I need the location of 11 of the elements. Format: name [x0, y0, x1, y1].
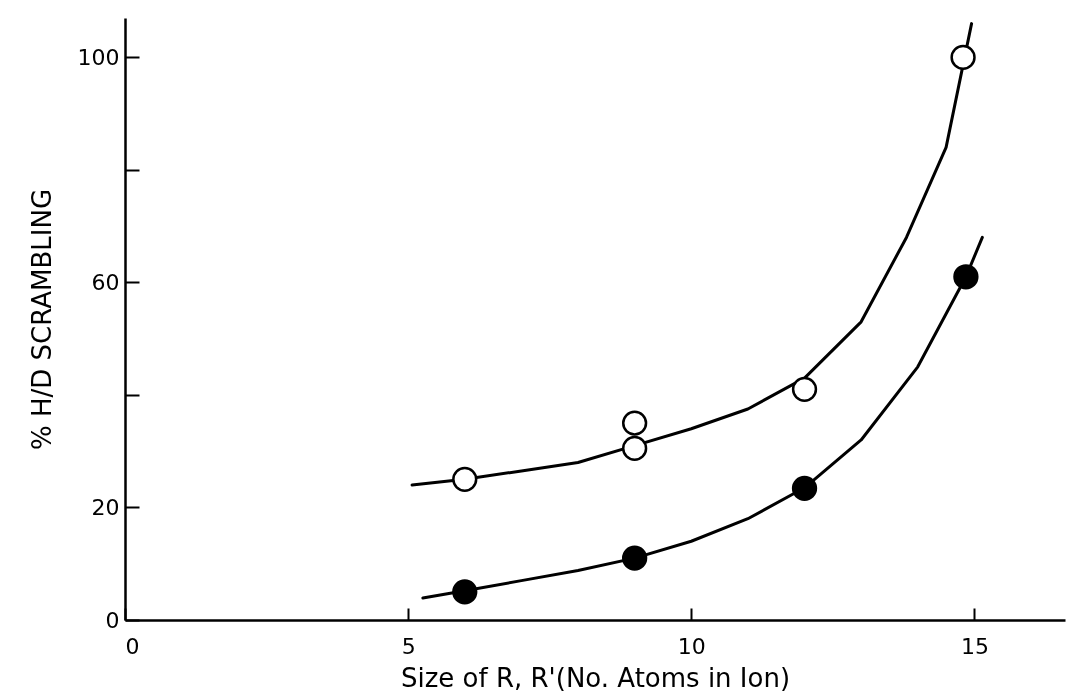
x-tick-label: 10	[677, 633, 706, 659]
y-axis-title: % H/D SCRAMBLING	[26, 188, 57, 451]
x-tick-label: 0	[125, 633, 140, 659]
y-tick-label: 0	[105, 607, 120, 633]
y-tick-label: 100	[77, 44, 120, 70]
y-tick-label: 20	[91, 494, 120, 520]
x-tick-label: 15	[960, 633, 989, 659]
x-axis-title: Size of R, R'(No. Atoms in Ion)	[400, 662, 791, 693]
x-tick-label: 5	[401, 633, 416, 659]
line-series	[421, 235, 984, 600]
y-tick-label: 60	[91, 269, 120, 295]
